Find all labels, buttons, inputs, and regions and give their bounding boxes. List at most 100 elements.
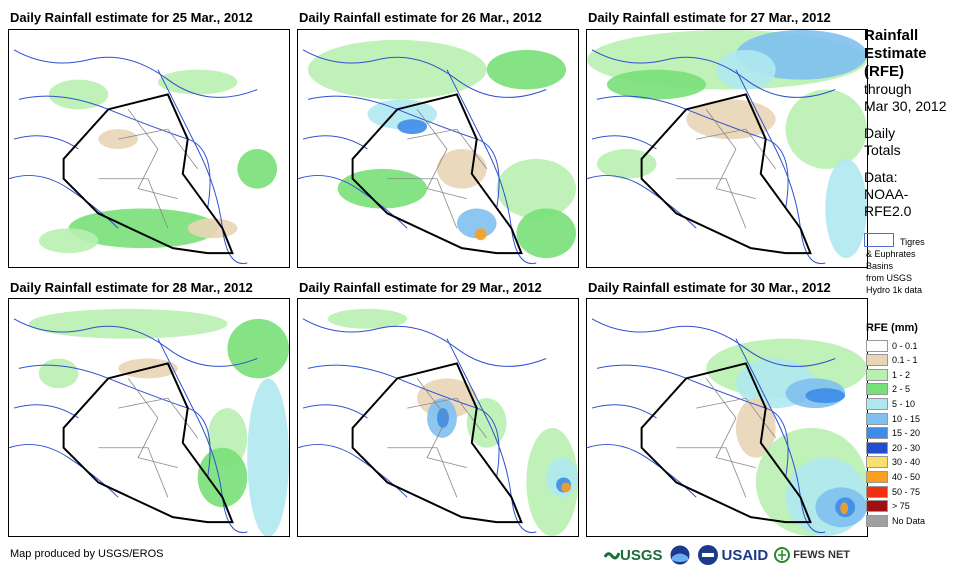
rainfall-area [227,318,289,379]
rainfall-area [327,308,408,329]
basin-text-3: Basins [866,261,894,271]
legend-label: 20 - 30 [892,442,921,453]
rainfall-area [28,308,228,339]
fewsnet-logo: FEWS NET [774,547,850,563]
rainfall-area [474,228,487,241]
province-boundary [416,109,467,199]
river-line [302,49,547,98]
map-canvas [587,318,867,536]
rainfall-area [825,158,867,259]
river-line [18,95,211,209]
rainfall-area [397,119,428,135]
map-canvas [9,308,289,536]
province-boundary [118,128,198,170]
legend-swatch [866,339,888,352]
panel-title-4: Daily Rainfall estimate for 28 Mar., 201… [10,280,253,295]
province-boundary [98,447,169,498]
legend-swatch [866,441,888,454]
rainfall-area [716,49,776,90]
province-boundary [676,447,747,498]
data-label: Data: [864,169,898,185]
river-line [596,95,789,209]
legend-swatch [866,397,888,410]
province-boundary [416,378,467,468]
panel-title-3: Daily Rainfall estimate for 27 Mar., 201… [588,10,831,25]
river-line [587,443,697,498]
legend-item: 15 - 20 [866,427,920,440]
legend-swatch [866,383,888,396]
legend-label: 5 - 10 [892,398,916,409]
river-line [307,364,500,478]
province-boundary [696,128,776,170]
river-line [13,404,79,419]
legend-item: > 75 [866,500,910,513]
province-boundary [387,178,458,229]
rainfall-area [38,358,79,389]
basin-text-4: from USGS [866,273,913,283]
province-boundary [127,378,178,468]
country-boundary [351,93,523,255]
river-line [307,95,500,209]
province-boundary [705,378,756,468]
rfe-title-line-1: Rainfall [864,27,919,44]
rainfall-area [606,69,707,100]
province-boundary [407,128,487,170]
basin-text-2: & Euphrates [866,249,916,259]
legend-item: 50 - 75 [866,485,920,498]
rainfall-area [337,168,428,209]
legend-item: 20 - 30 [866,441,920,454]
legend-label: 2 - 5 [892,384,911,395]
rainfall-area [157,69,238,95]
rainfall-area [307,39,487,100]
legend-swatch [866,412,888,425]
rainfall-area [486,49,567,90]
province-boundary [676,178,747,229]
map-panel-4 [8,298,290,537]
river-line [302,318,547,367]
rfe-title-line-3: (RFE) [864,63,904,80]
sidebar: Rainfall Estimate (RFE) through Mar 30, … [864,27,947,220]
province-boundary [127,109,178,199]
basin-text-1: Tigres [900,237,925,247]
credit-text: Map produced by USGS/EROS [10,548,164,560]
map-canvas [298,308,578,536]
rainfall-area [561,482,572,493]
river-line [13,318,258,367]
country-boundary [351,362,523,524]
map-panel-1 [8,29,290,268]
legend-swatch [866,485,888,498]
legend-swatch [866,427,888,440]
rainfall-area [247,378,289,536]
map-panel-5 [297,298,579,537]
panel-title-6: Daily Rainfall estimate for 30 Mar., 201… [588,280,831,295]
legend-swatch [866,470,888,483]
daily-label: Daily [864,125,896,141]
through-label: through [864,81,912,97]
province-boundary [696,397,776,439]
legend-label: 1 - 2 [892,369,911,380]
rainfall-area [437,408,449,428]
totals-label: Totals [864,142,901,158]
map-panel-3 [586,29,868,268]
map-canvas [587,30,867,265]
river-line [18,364,211,478]
river-line [591,49,836,98]
country-boundary [62,93,234,255]
logo-strip: USGS USAID FEWS NET [604,542,850,568]
rainfall-area [237,148,278,189]
river-line [302,404,368,419]
map-panel-2 [297,29,579,268]
panel-title-2: Daily Rainfall estimate for 26 Mar., 201… [299,10,542,25]
legend-label: > 75 [892,501,910,512]
country-boundary [62,362,234,524]
river-line [591,404,657,419]
province-boundary [407,397,487,439]
province-boundary [118,397,198,439]
rainfall-area [197,447,248,508]
river-line [13,49,258,98]
legend-item: No Data [866,514,925,527]
legend-swatch [866,500,888,513]
rainfall-area [187,218,238,239]
river-line [591,135,657,150]
rainfall-area [840,502,849,515]
